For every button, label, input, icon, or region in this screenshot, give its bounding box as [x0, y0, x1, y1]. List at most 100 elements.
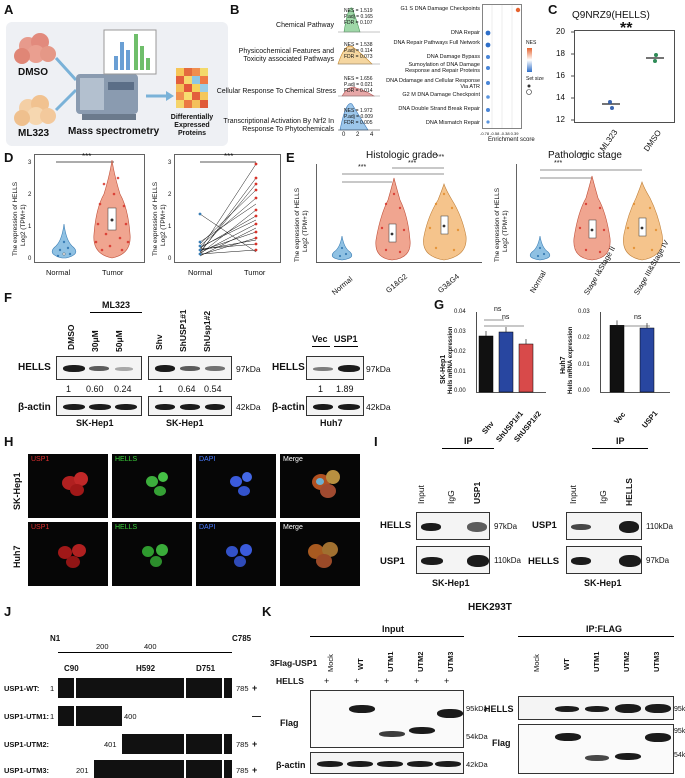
go-term: DNA Ddamage and Cellular Response Via AT…	[386, 78, 480, 90]
construct-bar	[58, 706, 122, 726]
nes-legend-title: NES	[526, 40, 537, 46]
merge-image: Merge	[280, 522, 360, 586]
merge-image: Merge	[280, 454, 360, 518]
y-tick: 1	[168, 224, 172, 230]
significance-stars: ***	[408, 160, 417, 167]
binding-result: +	[252, 765, 258, 775]
hells-image: HELLS	[112, 522, 192, 586]
bar	[478, 335, 494, 393]
construct-start: 401	[104, 740, 117, 749]
panel-label-h: H	[4, 434, 14, 449]
scale-tick: 400	[144, 642, 157, 651]
go-term: DNA Mismatch Repair	[425, 120, 480, 126]
kda-label: 54kDa	[466, 732, 488, 741]
enrichment-score-label: Enrichment score	[488, 137, 535, 143]
panel-e-grade: Histologic grade The expression of HELLS…	[290, 150, 486, 297]
lane-label: 50μM	[114, 330, 124, 352]
y-axis-label: The expression of HELLS	[294, 187, 301, 262]
residue-label: C90	[64, 664, 79, 673]
y-tick: 0.03	[454, 329, 466, 335]
y-tick: 3	[28, 160, 32, 166]
usp1-row-label: USP1	[380, 556, 405, 567]
size-legend-title: Set size	[526, 76, 544, 82]
significance-stars: ***	[436, 154, 445, 161]
usp1-blot	[416, 546, 490, 574]
usp1-row-label: USP1	[532, 520, 557, 531]
dapi-image: DAPI	[196, 454, 276, 518]
kda-label: 95kDa	[674, 706, 685, 713]
panel-b-dotplot: G1 S DNA Damage Checkpoints DNA Repair D…	[384, 4, 544, 146]
kda-label: 54kDa	[674, 752, 685, 759]
y-tick: 0.01	[454, 369, 466, 375]
plus-mark: +	[354, 676, 360, 686]
hells-plus-label: HELLS	[276, 676, 304, 686]
hells-image: HELLS	[112, 454, 192, 518]
construct-end: 785	[236, 684, 249, 693]
usp1-blot	[566, 512, 642, 540]
quant-value: 1	[158, 384, 164, 394]
bar-chart	[600, 312, 670, 393]
pathway-name: Physicochemical Features and Toxicity as…	[238, 48, 334, 63]
quant-value: 0.60	[86, 384, 104, 394]
construct-start: 1	[50, 712, 55, 721]
violin-plot	[34, 154, 145, 263]
lane-label: USP1	[472, 481, 482, 504]
bar	[518, 343, 534, 393]
cell-line-title: HEK293T	[468, 602, 512, 613]
quant-value: 1	[66, 384, 72, 394]
y-axis-label-units: Hells mRNA expression	[448, 326, 454, 394]
chart-title: Pathologic stage	[548, 150, 622, 161]
dmso-cells-icon	[14, 33, 56, 64]
lane-label: Mock	[532, 654, 541, 672]
construct-name: USP1-UTM3:	[4, 766, 50, 775]
panel-label-k: K	[262, 604, 272, 619]
lane-label: IgG	[446, 490, 456, 504]
y-tick: 3	[168, 160, 172, 166]
ml323-cells-icon	[14, 95, 56, 126]
binding-result: +	[252, 683, 258, 693]
lane-label: IgG	[598, 490, 608, 504]
cell-line-label: SK-Hep1	[76, 418, 114, 428]
kda-label: 97kDa	[494, 522, 518, 531]
hells-blot	[416, 512, 490, 540]
ip-bracket	[592, 448, 648, 449]
ns-label: ns	[494, 306, 502, 313]
panel-g-knockdown: SK-Hep1 Hells mRNA expression ns ns 0.04…	[440, 306, 550, 444]
y-tick: 0.02	[578, 335, 590, 341]
kda-label: 110kDa	[494, 556, 521, 565]
lane-label: UTM2	[416, 651, 425, 672]
kda-label: 97kDa	[366, 364, 391, 374]
group-label: Tumor	[102, 268, 124, 277]
construct-bar	[94, 760, 232, 778]
go-term: DNA Double Strand Break Repair	[398, 106, 480, 112]
panel-a-schematic: DMSO ML323 Mass spectrometry Differentia…	[6, 22, 228, 146]
lane-underline	[334, 346, 358, 347]
plus-mark: +	[324, 676, 330, 686]
flag-row-label: Flag	[280, 718, 299, 728]
dep-label: Differentially Expressed Proteins	[170, 114, 214, 137]
panel-b-gsea: Chemical Pathway Physicochemical Feature…	[217, 4, 382, 146]
chart-title: Histologic grade	[366, 150, 438, 161]
nes-color-bar	[527, 48, 532, 72]
significance-stars: ***	[82, 152, 92, 161]
n-terminus: N1	[50, 634, 61, 643]
hells-row-label: HELLS	[484, 704, 514, 714]
input-header: Input	[382, 624, 404, 634]
construct-start: 1	[50, 684, 55, 693]
y-tick: 0.01	[578, 362, 590, 368]
panel-label-f: F	[4, 290, 12, 305]
panel-h-immunofluorescence: SK-Hep1 Huh7 USP1 HELLS DAPI Merge USP1 …	[0, 450, 374, 586]
group-label: Normal	[188, 268, 213, 277]
actin-blot	[306, 396, 364, 416]
kda-label: 95kDa	[466, 704, 488, 713]
bar	[609, 325, 625, 393]
plus-mark: +	[384, 676, 390, 686]
y-tick: 12	[556, 115, 565, 124]
go-term: DNA Repair Pathways Full Network	[393, 40, 480, 46]
hells-blot	[148, 356, 232, 380]
quant-value: 0.64	[178, 384, 196, 394]
significance-stars: ***	[554, 160, 563, 167]
y-tick: 0.04	[454, 309, 466, 315]
lane-label: USP1	[334, 334, 358, 344]
nes-stats: NES = 1.972 P.adj = 0.009 FDR = 0.005	[344, 108, 373, 126]
